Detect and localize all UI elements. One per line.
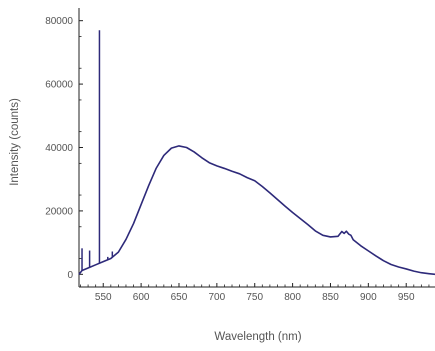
y-tick-label: 20000 bbox=[45, 206, 73, 217]
spectrum-line bbox=[78, 145, 435, 276]
x-tick-label: 550 bbox=[95, 292, 112, 303]
x-tick-label: 800 bbox=[284, 292, 301, 303]
x-tick-label: 850 bbox=[322, 292, 339, 303]
y-tick-label: 80000 bbox=[45, 16, 73, 27]
x-tick-label: 700 bbox=[209, 292, 226, 303]
axes: 0 20000 40000 60000 80000 550 600 650 700 750 800 8… bbox=[45, 8, 435, 303]
y-axis-title: Intensity (counts) bbox=[9, 98, 21, 186]
x-tick-label: 750 bbox=[246, 292, 263, 303]
x-tick-label: 650 bbox=[171, 292, 188, 303]
y-tick-label: 40000 bbox=[45, 143, 73, 154]
x-tick-label: 600 bbox=[133, 292, 150, 303]
y-tick-label: 0 bbox=[67, 270, 73, 281]
y-tick-label: 60000 bbox=[45, 80, 73, 91]
x-axis-title: Wavelength (nm) bbox=[214, 331, 301, 343]
x-tick-label: 950 bbox=[398, 292, 415, 303]
x-tick-label: 900 bbox=[360, 292, 377, 303]
plot-area bbox=[78, 30, 435, 276]
